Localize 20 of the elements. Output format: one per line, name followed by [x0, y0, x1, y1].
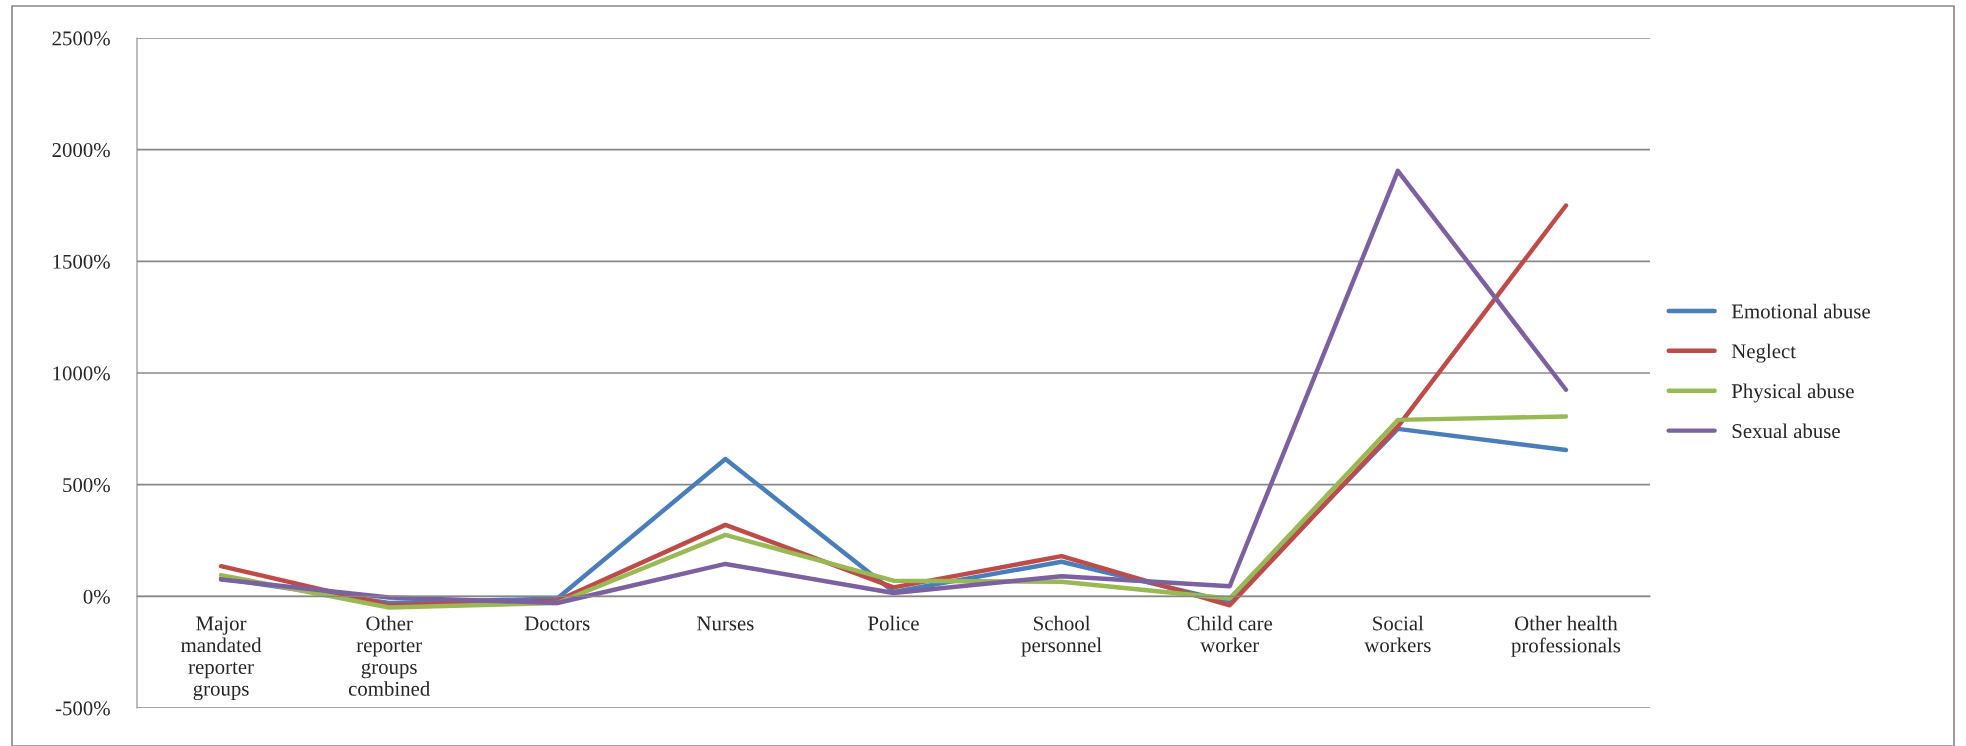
x-tick-label: Nurses: [697, 616, 754, 631]
x-tick-label: Doctors: [524, 616, 590, 631]
legend-label: Sexual abuse: [1732, 423, 1840, 439]
x-tick-label: Police: [868, 615, 919, 631]
y-tick-label: -500%: [55, 701, 110, 716]
y-tick-label: 0%: [83, 589, 110, 604]
legend-label: Emotional abuse: [1731, 303, 1870, 319]
x-tick-label: School personnel: [1021, 615, 1102, 657]
x-tick-label: Other reporter groups combined: [348, 615, 430, 696]
x-tick-label: Major mandated reporter groups: [181, 616, 262, 701]
y-tick-label: 1500%: [53, 254, 110, 269]
x-tick-label: Child care worker: [1187, 615, 1273, 653]
legend-label: Physical abuse: [1731, 383, 1854, 403]
x-tick-label: Other health professionals: [1511, 615, 1621, 657]
legend-label: Neglect: [1731, 343, 1796, 363]
x-tick-label: Social workers: [1364, 615, 1431, 653]
y-tick-label: 2500%: [52, 31, 110, 46]
y-tick-label: 2000%: [52, 143, 110, 158]
y-tick-label: 1000%: [53, 366, 110, 381]
y-tick-label: 500%: [63, 478, 110, 493]
